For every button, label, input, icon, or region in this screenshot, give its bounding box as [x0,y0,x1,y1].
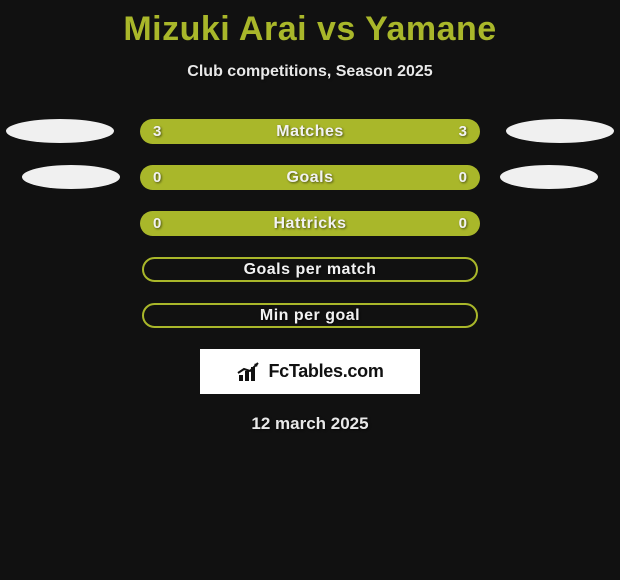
chart-icon [236,361,262,383]
stat-value-right: 0 [459,215,467,232]
stat-value-left: 3 [153,123,161,140]
page-title: Mizuki Arai vs Yamane [0,0,620,49]
stat-row: 0 Hattricks 0 [0,211,620,236]
logo-text: FcTables.com [268,361,383,382]
stat-row: Min per goal [0,303,620,328]
stat-value-right: 3 [459,123,467,140]
stat-label: Matches [276,123,344,141]
stat-row: 0 Goals 0 [0,165,620,190]
page-subtitle: Club competitions, Season 2025 [0,63,620,81]
stat-rows: 3 Matches 3 0 Goals 0 0 Hattricks 0 Goal… [0,119,620,328]
player-right-marker [500,165,598,189]
stat-label: Goals per match [244,261,377,279]
player-right-marker [506,119,614,143]
fctables-logo: FcTables.com [200,349,420,394]
stat-value-left: 0 [153,169,161,186]
stat-bar-goals: 0 Goals 0 [140,165,480,190]
stat-label: Min per goal [260,307,360,325]
player-left-marker [22,165,120,189]
stat-bar-matches: 3 Matches 3 [140,119,480,144]
date-label: 12 march 2025 [0,414,620,434]
stat-bar-min-per-goal: Min per goal [142,303,478,328]
stat-bar-goals-per-match: Goals per match [142,257,478,282]
player-left-marker [6,119,114,143]
stat-bar-hattricks: 0 Hattricks 0 [140,211,480,236]
stat-value-right: 0 [459,169,467,186]
stat-row: 3 Matches 3 [0,119,620,144]
stat-label: Hattricks [274,215,347,233]
stat-label: Goals [287,169,334,187]
stat-row: Goals per match [0,257,620,282]
stat-value-left: 0 [153,215,161,232]
